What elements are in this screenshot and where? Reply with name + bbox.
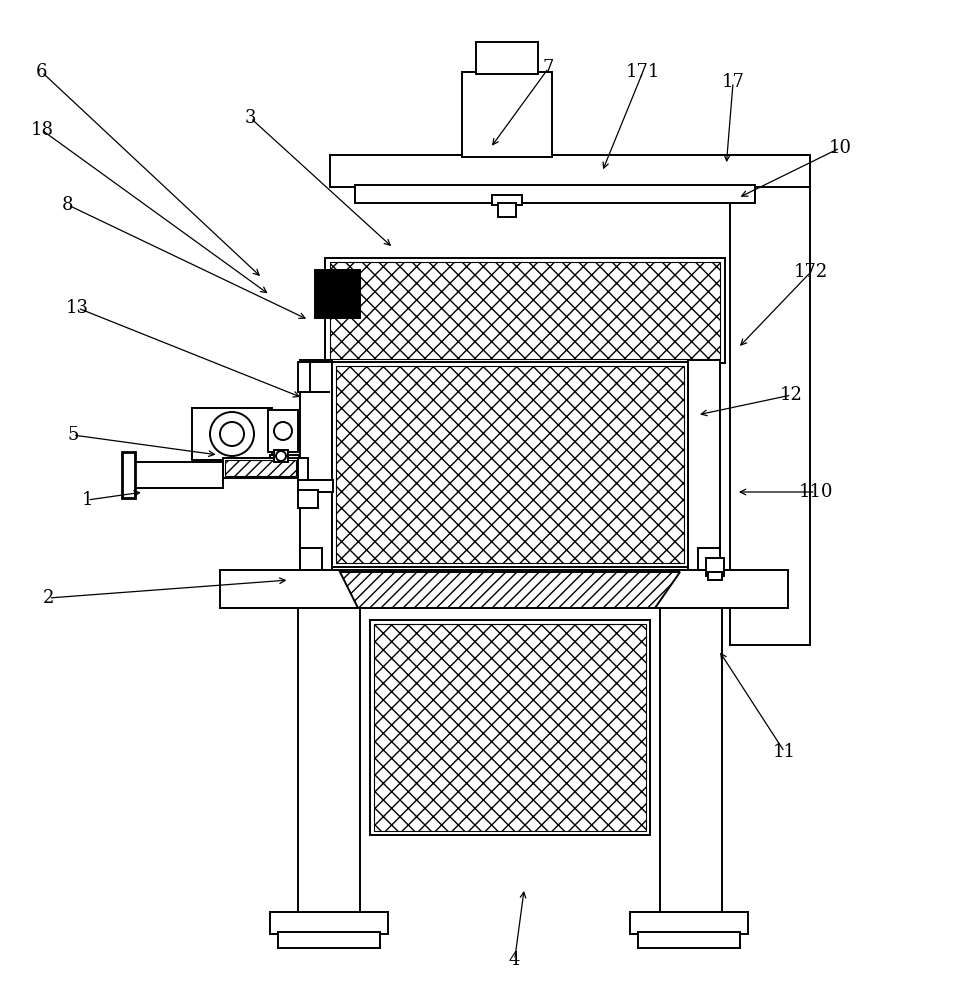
Bar bbox=[300, 360, 332, 570]
Polygon shape bbox=[225, 460, 296, 476]
Bar bbox=[298, 458, 308, 483]
Bar bbox=[298, 608, 360, 918]
Text: 110: 110 bbox=[798, 483, 833, 501]
Text: 11: 11 bbox=[773, 743, 796, 761]
Text: 8: 8 bbox=[62, 196, 74, 214]
Bar bbox=[122, 452, 135, 498]
Bar bbox=[330, 262, 720, 359]
Text: 1: 1 bbox=[82, 491, 93, 509]
Bar bbox=[355, 185, 755, 203]
Bar bbox=[133, 462, 223, 488]
Bar bbox=[498, 203, 516, 217]
Bar bbox=[336, 366, 684, 563]
Circle shape bbox=[210, 412, 254, 456]
Text: 3: 3 bbox=[245, 109, 256, 127]
Text: 172: 172 bbox=[793, 263, 828, 281]
Bar bbox=[708, 572, 722, 580]
Text: 18: 18 bbox=[30, 121, 53, 139]
Bar bbox=[730, 155, 810, 645]
Bar bbox=[476, 42, 538, 74]
Bar bbox=[462, 72, 552, 157]
Bar bbox=[268, 410, 298, 452]
Text: 17: 17 bbox=[721, 73, 745, 91]
Bar bbox=[192, 408, 272, 460]
Bar bbox=[220, 570, 788, 608]
Bar bbox=[223, 458, 298, 478]
Text: 10: 10 bbox=[828, 139, 852, 157]
Bar bbox=[270, 912, 388, 934]
Text: 7: 7 bbox=[543, 59, 554, 77]
Circle shape bbox=[220, 422, 244, 446]
Bar bbox=[660, 608, 722, 918]
Bar bbox=[688, 360, 720, 570]
Bar bbox=[638, 932, 740, 948]
Bar bbox=[298, 362, 310, 392]
Bar bbox=[374, 624, 646, 831]
Bar bbox=[300, 548, 322, 570]
Bar bbox=[630, 912, 748, 934]
Bar bbox=[698, 548, 720, 570]
Bar bbox=[706, 558, 724, 576]
Bar bbox=[332, 362, 688, 567]
Bar bbox=[274, 450, 288, 462]
Text: 5: 5 bbox=[67, 426, 79, 444]
Text: 12: 12 bbox=[780, 386, 803, 404]
Bar bbox=[330, 155, 810, 187]
Bar bbox=[370, 620, 650, 835]
Bar bbox=[298, 490, 318, 508]
Text: 6: 6 bbox=[36, 63, 48, 81]
Text: 4: 4 bbox=[509, 951, 520, 969]
Circle shape bbox=[274, 422, 292, 440]
Text: 171: 171 bbox=[625, 63, 660, 81]
Polygon shape bbox=[270, 455, 300, 462]
Bar bbox=[492, 195, 522, 205]
Text: 2: 2 bbox=[43, 589, 54, 607]
Bar bbox=[315, 270, 360, 318]
Circle shape bbox=[276, 451, 286, 461]
Bar bbox=[325, 258, 725, 363]
Polygon shape bbox=[340, 572, 680, 608]
Text: 13: 13 bbox=[66, 299, 89, 317]
Bar bbox=[278, 932, 380, 948]
Bar bbox=[298, 480, 333, 492]
